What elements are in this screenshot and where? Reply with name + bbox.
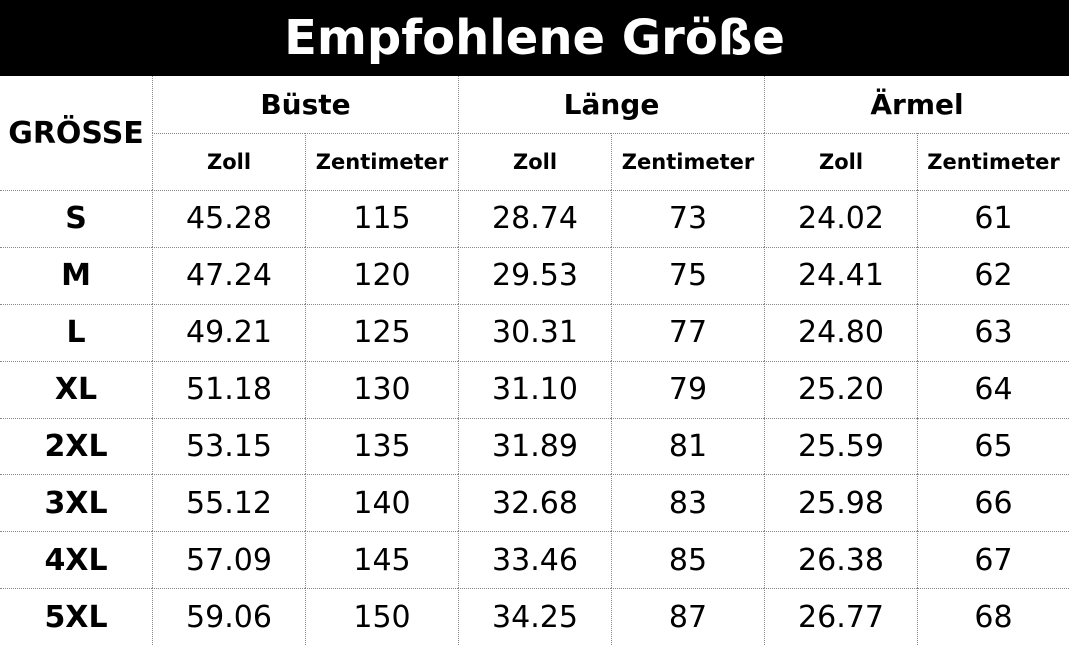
measurement: 53.15 [152,417,305,475]
measurement: 30.31 [458,303,611,361]
measurement: 68 [917,588,1069,645]
measurement: 73 [611,190,764,247]
unit-header: Zentimeter [305,133,458,190]
size-header: GRÖSSE [8,115,144,151]
measurement: 26.38 [764,531,917,589]
measurement: 62 [917,246,1069,304]
measurement: 65 [917,417,1069,475]
group-header: Ärmel [764,76,1069,133]
measurement: 24.41 [764,246,917,304]
measurement: 59.06 [152,588,305,645]
group-header: Länge [458,76,764,133]
size-label: XL [0,360,152,418]
measurement: 125 [305,303,458,361]
measurement: 150 [305,588,458,645]
measurement: 64 [917,360,1069,418]
measurement: 77 [611,303,764,361]
unit-header: Zentimeter [917,133,1069,190]
measurement: 120 [305,246,458,304]
unit-header: Zoll [764,133,917,190]
measurement: 79 [611,360,764,418]
measurement: 25.59 [764,417,917,475]
measurement: 63 [917,303,1069,361]
measurement: 45.28 [152,190,305,247]
measurement: 115 [305,190,458,247]
title: Empfohlene Größe [0,0,1069,76]
measurement: 87 [611,588,764,645]
measurement: 33.46 [458,531,611,589]
measurement: 49.21 [152,303,305,361]
measurement: 85 [611,531,764,589]
measurement: 81 [611,417,764,475]
group-header: Büste [152,76,458,133]
measurement: 47.24 [152,246,305,304]
unit-header: Zoll [152,133,305,190]
measurement: 83 [611,474,764,532]
size-label: L [0,303,152,361]
measurement: 25.20 [764,360,917,418]
measurement: 31.10 [458,360,611,418]
measurement: 28.74 [458,190,611,247]
measurement: 24.80 [764,303,917,361]
measurement: 130 [305,360,458,418]
measurement: 140 [305,474,458,532]
measurement: 25.98 [764,474,917,532]
measurement: 135 [305,417,458,475]
unit-header: Zentimeter [611,133,764,190]
size-label: 2XL [0,417,152,475]
measurement: 29.53 [458,246,611,304]
unit-header: Zoll [458,133,611,190]
size-label: S [0,190,152,247]
measurement: 75 [611,246,764,304]
measurement: 145 [305,531,458,589]
measurement: 31.89 [458,417,611,475]
measurement: 67 [917,531,1069,589]
measurement: 26.77 [764,588,917,645]
measurement: 61 [917,190,1069,247]
size-label: 3XL [0,474,152,531]
measurement: 32.68 [458,474,611,532]
measurement: 34.25 [458,588,611,645]
measurement: 24.02 [764,190,917,247]
size-label: M [0,246,152,304]
measurement: 57.09 [152,531,305,589]
measurement: 55.12 [152,474,305,532]
size-label: 4XL [0,531,152,588]
measurement: 66 [917,474,1069,532]
measurement: 51.18 [152,360,305,418]
size-label: 5XL [0,588,152,645]
